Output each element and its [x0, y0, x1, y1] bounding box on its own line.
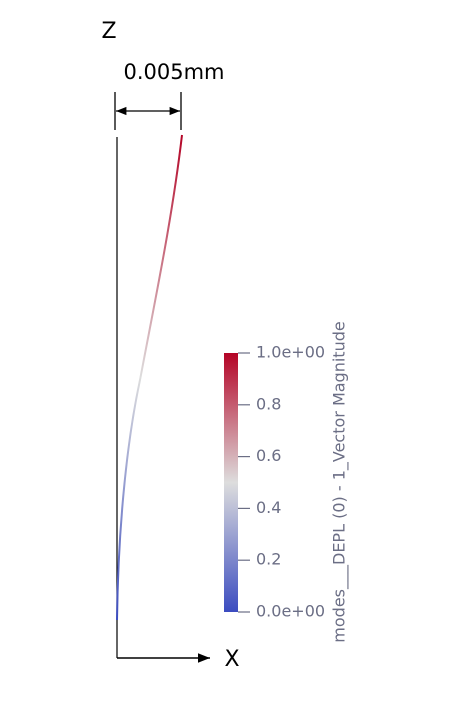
scale-label: 0.005mm	[123, 60, 224, 84]
colorbar	[224, 353, 238, 612]
axis-z-label: Z	[101, 19, 116, 44]
axis-x-label: X	[224, 647, 239, 672]
deformed-beam	[116, 134, 183, 621]
colorbar-title: modes___DEPL (0) - 1_Vector Magnitude	[330, 321, 350, 642]
tick-label: 0.4	[256, 498, 281, 517]
tick-label: 1.0e+00	[256, 343, 325, 362]
tick-label: 0.8	[256, 394, 281, 413]
tick-label: 0.2	[256, 550, 281, 569]
tick-label: 0.6	[256, 446, 281, 465]
tick-label: 0.0e+00	[256, 602, 325, 621]
